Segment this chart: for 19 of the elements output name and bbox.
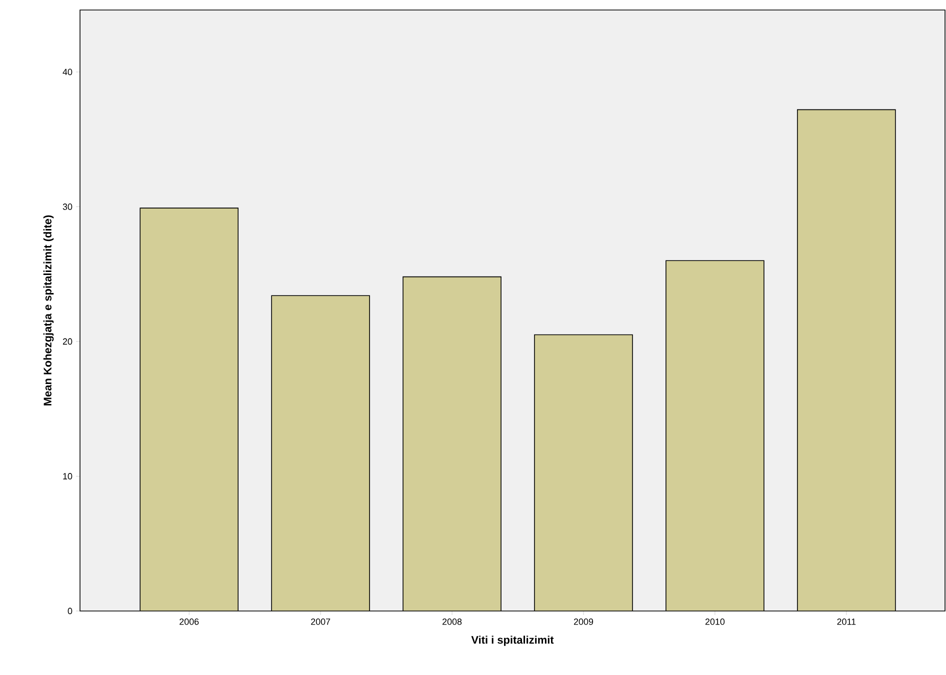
bar (271, 295, 370, 611)
y-tick-label: 20 (62, 338, 72, 345)
x-tick-label: 2009 (574, 618, 594, 625)
y-tick-label: 0 (68, 608, 72, 614)
y-axis-title: Mean Kohezgjatja e spitalizimit (dite) (43, 215, 54, 406)
y-tick-label: 30 (62, 204, 72, 210)
y-tick-label: 10 (63, 473, 72, 480)
bar (534, 334, 633, 611)
bar (403, 276, 502, 611)
x-tick-label: 2008 (442, 618, 462, 625)
x-tick-label: 2010 (705, 618, 725, 625)
x-tick-label: 2006 (180, 618, 199, 625)
y-tick-label: 40 (62, 68, 72, 76)
x-tick-label: 2011 (837, 618, 856, 625)
bar (140, 208, 239, 611)
bar (666, 260, 764, 611)
bar (797, 109, 896, 611)
x-tick-label: 2007 (311, 618, 330, 625)
x-axis-title: Viti i spitalizimit (471, 636, 554, 646)
